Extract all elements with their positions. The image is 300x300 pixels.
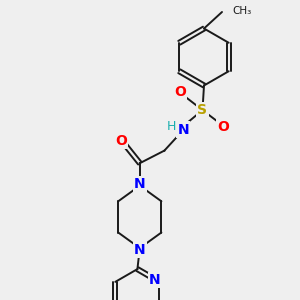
Text: N: N	[149, 273, 161, 287]
Text: N: N	[178, 123, 189, 136]
Text: H: H	[167, 120, 176, 133]
Text: O: O	[115, 134, 127, 148]
Text: S: S	[197, 103, 208, 117]
Text: N: N	[134, 177, 146, 191]
Text: N: N	[134, 243, 146, 256]
Text: O: O	[174, 85, 186, 99]
Text: CH₃: CH₃	[232, 5, 252, 16]
Text: O: O	[218, 120, 230, 134]
